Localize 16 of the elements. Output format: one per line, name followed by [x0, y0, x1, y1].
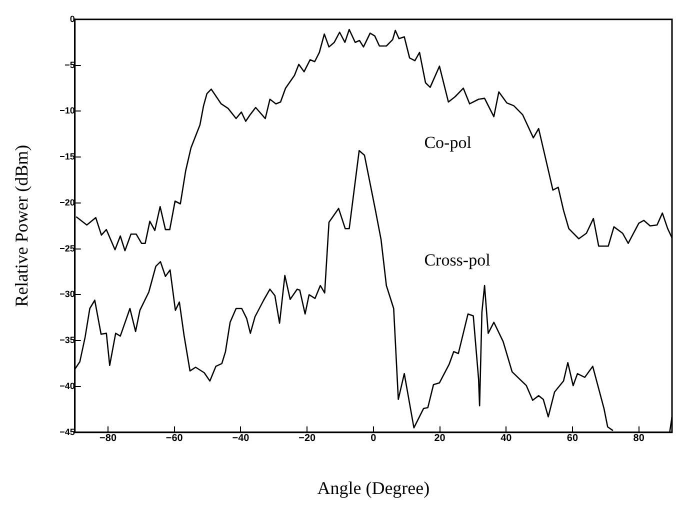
- y-tick-label: −35: [60, 335, 75, 346]
- y-tick-label: −45: [60, 426, 75, 437]
- x-tick-label: −40: [232, 433, 250, 444]
- series-label: Cross-pol: [424, 250, 491, 270]
- x-tick-label: 0: [370, 433, 377, 444]
- x-tick-label: 40: [500, 433, 512, 444]
- y-axis-title: Relative Power (dBm): [12, 144, 32, 307]
- x-tick-label: −20: [298, 433, 316, 444]
- x-tick-label: −60: [166, 433, 184, 444]
- series-label: Co-pol: [424, 132, 472, 152]
- x-axis-title: Angle (Degree): [317, 478, 430, 498]
- x-tick-label: 20: [434, 433, 446, 444]
- y-tick-label: −25: [60, 243, 75, 254]
- x-tick-label: 60: [566, 433, 578, 444]
- x-tick-label: 80: [633, 433, 645, 444]
- x-tick-label: −80: [100, 433, 117, 444]
